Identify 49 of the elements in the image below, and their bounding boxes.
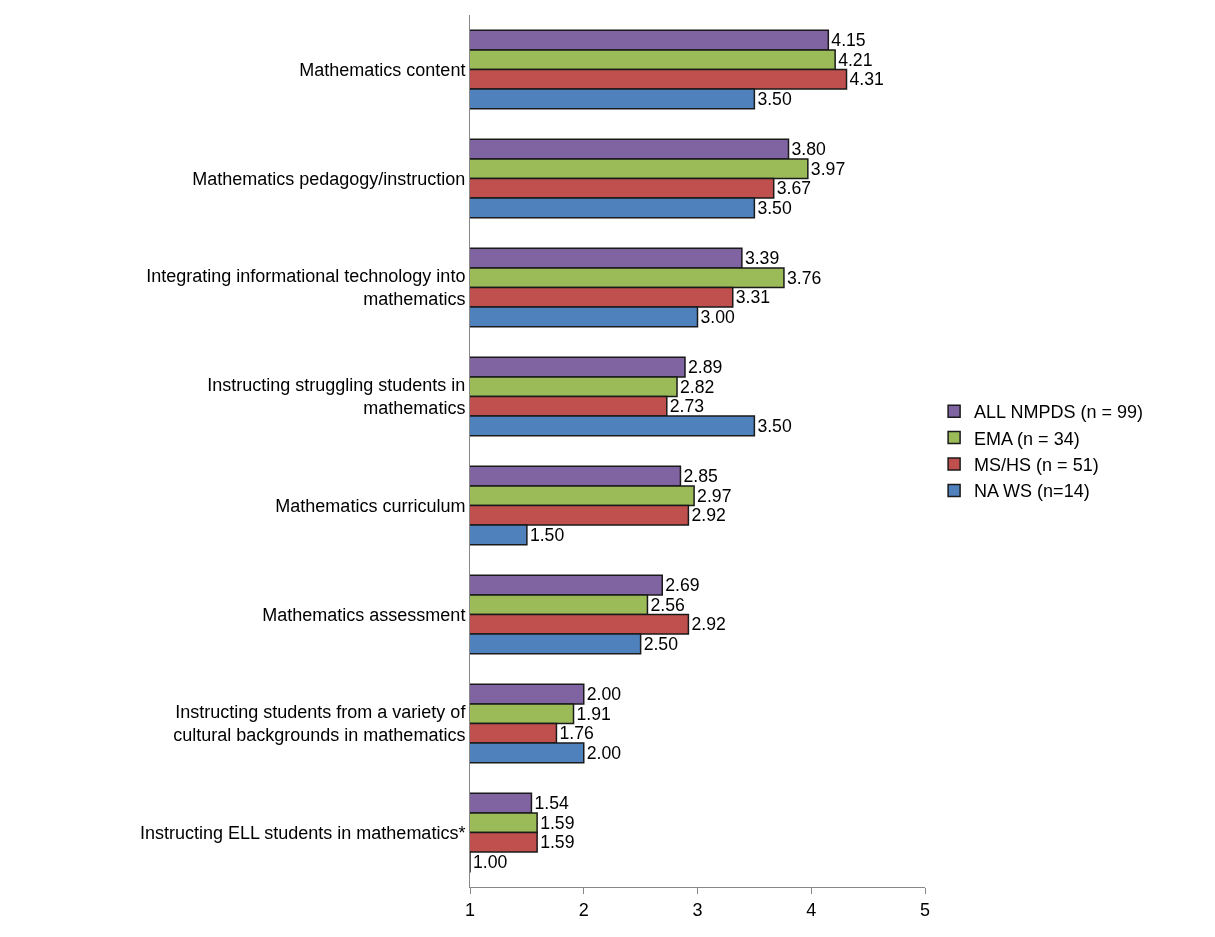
data-label: 3.39 <box>744 247 780 268</box>
y-tick-label: Instructing students from a variety of cultural backgrounds in mathematics <box>173 702 467 746</box>
data-label: 3.80 <box>791 138 827 159</box>
data-label: 2.73 <box>669 396 705 417</box>
data-label: 3.76 <box>786 267 822 288</box>
data-label: 3.31 <box>735 287 771 308</box>
y-tick-label: Integrating informational technology into mathematics <box>146 266 466 310</box>
data-label: 1.59 <box>540 832 575 853</box>
data-label: 3.00 <box>700 306 736 327</box>
data-label: 1.00 <box>473 851 508 872</box>
data-label: 2.85 <box>683 465 718 486</box>
data-label: 2.82 <box>680 376 715 397</box>
data-label: 2.92 <box>691 505 726 526</box>
x-tick-label: 5 <box>919 899 931 920</box>
data-label: 2.69 <box>665 574 700 595</box>
data-label: 3.50 <box>757 415 792 436</box>
data-label: 2.00 <box>586 683 622 704</box>
data-label: 2.97 <box>697 485 732 506</box>
data-label: 4.21 <box>838 49 873 70</box>
data-label: 1.50 <box>529 524 565 545</box>
data-label: 4.15 <box>831 29 866 50</box>
data-label: 3.50 <box>757 197 792 218</box>
data-label: 4.31 <box>849 69 884 90</box>
y-tick-label: Mathematics content <box>299 59 466 80</box>
data-label: 3.50 <box>757 88 792 109</box>
x-tick-label: 4 <box>806 899 817 920</box>
x-tick-label: 1 <box>464 899 476 920</box>
data-label: 2.56 <box>650 594 685 615</box>
data-label: 1.54 <box>534 792 569 813</box>
legend-label: ALL NMPDS (n = 99) <box>974 402 1144 423</box>
legend-label: NA WS (n=14) <box>974 481 1090 502</box>
data-label: 3.97 <box>810 158 846 179</box>
data-label: 2.92 <box>691 614 726 635</box>
data-label: 1.59 <box>540 812 575 833</box>
data-label: 2.89 <box>688 356 723 377</box>
legend-label: MS/HS (n = 51) <box>974 455 1099 476</box>
data-label: 1.76 <box>559 723 594 744</box>
data-label: 2.50 <box>643 633 679 654</box>
y-tick-label: Mathematics curriculum <box>275 495 466 516</box>
data-label: 3.67 <box>776 178 812 199</box>
y-tick-label: Instructing struggling students in mathematics <box>207 375 466 419</box>
x-tick-label: 3 <box>692 899 703 920</box>
y-tick-label: Instructing ELL students in mathematics* <box>139 822 466 843</box>
y-tick-label: Mathematics pedagogy/instruction <box>192 168 466 189</box>
legend-label: EMA (n = 34) <box>974 428 1080 449</box>
data-label: 2.00 <box>586 742 622 763</box>
y-tick-label: Mathematics assessment <box>262 604 466 625</box>
data-label: 1.91 <box>576 703 611 724</box>
x-tick-label: 2 <box>578 899 589 920</box>
